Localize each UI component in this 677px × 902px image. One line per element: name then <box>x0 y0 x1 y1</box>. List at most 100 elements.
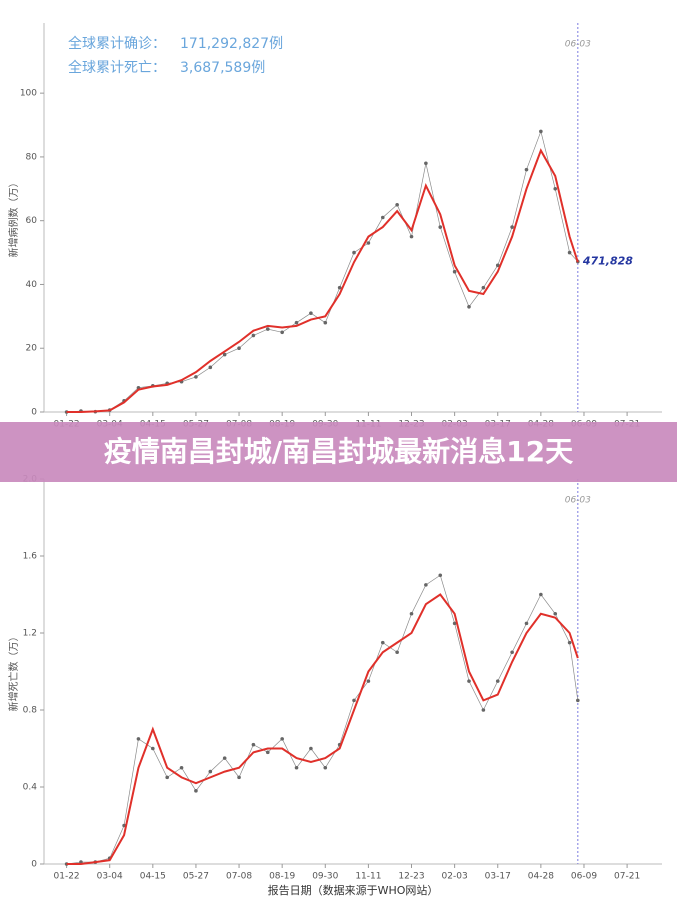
data-point <box>576 698 580 703</box>
y-axis-label: 新增死亡数（万） <box>7 632 20 712</box>
data-point <box>567 250 572 255</box>
reference-label: 06-03 <box>565 40 591 50</box>
data-point <box>510 225 514 229</box>
data-point <box>165 775 169 780</box>
data-point <box>136 737 141 741</box>
data-point <box>265 327 270 331</box>
data-point <box>539 592 543 597</box>
data-point <box>366 241 371 245</box>
y-tick-label: 40 <box>26 280 38 290</box>
data-point <box>323 320 328 325</box>
data-point <box>151 746 155 751</box>
x-tick-label: 03-17 <box>485 872 511 882</box>
x-tick-label: 09-30 <box>312 872 338 882</box>
data-point <box>438 225 443 229</box>
data-point <box>452 621 457 626</box>
data-point <box>208 769 213 774</box>
y-tick-label: 0 <box>31 408 37 418</box>
y-tick-label: 0 <box>31 860 37 870</box>
data-point <box>395 650 399 655</box>
data-point <box>323 765 328 770</box>
x-tick-label: 02-03 <box>442 872 468 882</box>
y-tick-label: 0.8 <box>23 706 38 716</box>
x-tick-label: 12-23 <box>398 872 424 882</box>
data-point <box>467 679 471 683</box>
end-label: 471,828 <box>582 255 633 268</box>
x-tick-label: 06-09 <box>571 872 597 882</box>
summary-text: 3,687,589例 <box>180 60 265 76</box>
summary-text: 全球累计确诊： <box>68 35 166 52</box>
data-point <box>424 161 428 166</box>
x-tick-label: 08-19 <box>269 872 295 882</box>
data-point <box>495 263 500 268</box>
data-point <box>380 640 385 645</box>
y-tick-label: 1.2 <box>23 629 37 639</box>
data-point <box>309 746 313 751</box>
data-point <box>380 215 385 220</box>
data-point <box>280 330 284 335</box>
data-point <box>194 375 198 379</box>
y-tick-label: 100 <box>20 89 37 99</box>
data-point <box>280 737 284 741</box>
data-point <box>539 129 543 134</box>
y-tick-label: 1.6 <box>23 552 38 562</box>
y-axis-label: 新增病例数（万） <box>7 178 20 258</box>
data-point <box>395 202 399 207</box>
y-tick-label: 20 <box>26 344 38 354</box>
data-point <box>237 346 241 351</box>
x-axis-label: 报告日期（数据来源于WHO网站） <box>268 883 439 897</box>
data-point <box>481 285 486 290</box>
x-tick-label: 03-04 <box>97 872 123 882</box>
banner <box>0 422 677 482</box>
data-point <box>438 573 443 578</box>
data-point <box>510 650 514 655</box>
data-point <box>553 611 558 616</box>
data-point <box>265 750 270 755</box>
data-point <box>424 583 428 587</box>
data-point <box>366 679 371 683</box>
data-point <box>222 352 227 357</box>
x-tick-label: 07-08 <box>226 872 252 882</box>
daily-line <box>66 130 579 413</box>
data-point <box>251 742 256 747</box>
data-point <box>294 765 299 770</box>
reference-label: 06-03 <box>565 496 591 506</box>
data-point <box>179 765 184 770</box>
data-point <box>237 775 241 780</box>
data-point <box>294 320 299 325</box>
data-point <box>553 187 558 191</box>
banner-title: 疫情南昌封城/南昌封城最新消息12天 <box>104 435 573 468</box>
data-point <box>208 365 213 370</box>
x-tick-label: 07-21 <box>614 872 640 882</box>
x-tick-label: 04-28 <box>528 872 554 882</box>
data-point <box>352 250 356 255</box>
data-point <box>481 708 486 712</box>
x-tick-label: 01-22 <box>54 872 80 882</box>
data-point <box>194 789 198 793</box>
data-point <box>409 611 414 616</box>
data-point <box>524 167 529 172</box>
data-point <box>222 756 227 760</box>
data-point <box>309 311 313 315</box>
data-point <box>495 679 500 683</box>
summary-text: 171,292,827例 <box>180 36 283 52</box>
trend-line <box>66 593 579 865</box>
y-tick-label: 60 <box>26 216 38 226</box>
summary-text: 全球累计死亡： <box>68 59 166 76</box>
data-point <box>352 698 356 703</box>
x-tick-label: 04-15 <box>140 872 166 882</box>
x-tick-label: 11-11 <box>355 872 381 882</box>
data-point <box>409 234 414 239</box>
data-point <box>467 304 471 309</box>
trend-line <box>66 148 579 413</box>
y-tick-label: 80 <box>26 152 38 162</box>
daily-line <box>66 574 579 865</box>
data-point <box>524 621 529 626</box>
data-point <box>251 333 256 338</box>
data-point <box>337 285 342 290</box>
data-point <box>567 640 572 645</box>
x-tick-label: 05-27 <box>183 872 209 882</box>
data-point <box>452 269 457 274</box>
